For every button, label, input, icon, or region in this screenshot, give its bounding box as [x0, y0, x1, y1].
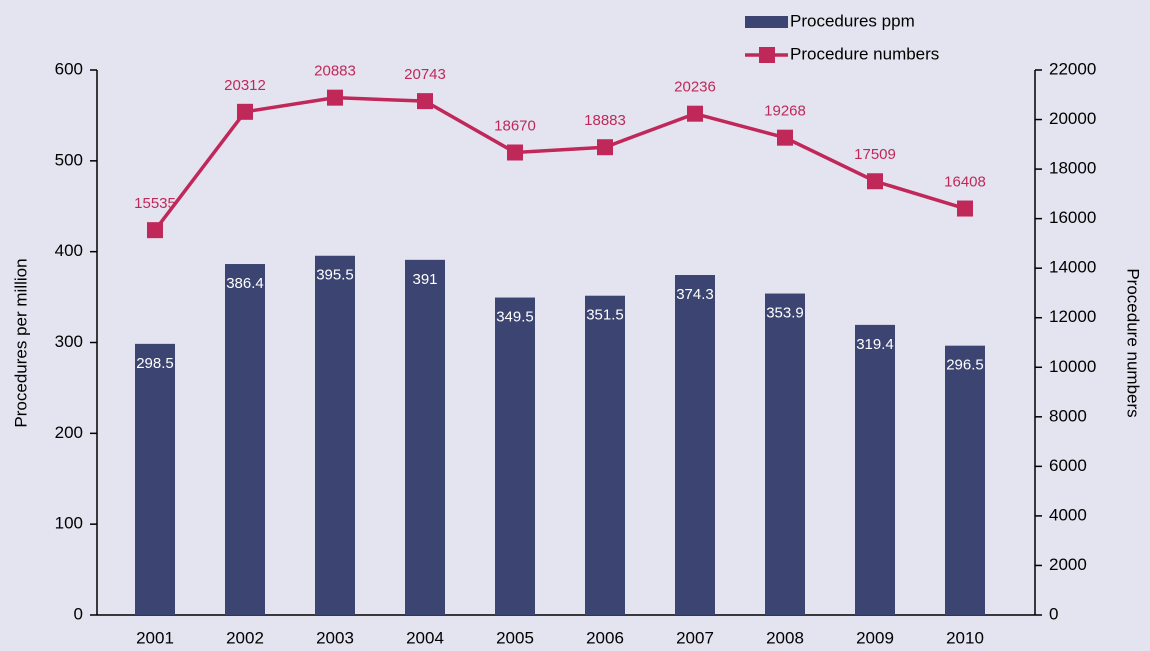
legend-label: Procedures ppm [790, 11, 915, 30]
line-marker [147, 222, 163, 239]
line-value-label: 20743 [404, 66, 446, 83]
line-value-label: 15535 [134, 195, 176, 212]
y-axis-label: Procedures per million [11, 258, 30, 427]
x-tick-label: 2007 [676, 628, 714, 647]
y-tick-label: 400 [55, 241, 83, 260]
bar-value-label: 374.3 [676, 286, 714, 303]
line-value-label: 16408 [944, 173, 986, 190]
x-tick-label: 2008 [766, 628, 804, 647]
y-tick-label: 200 [55, 423, 83, 442]
legend-label: Procedure numbers [790, 44, 939, 63]
x-tick-label: 2004 [406, 628, 444, 647]
x-tick-label: 2003 [316, 628, 354, 647]
bar [225, 264, 265, 615]
x-tick-label: 2009 [856, 628, 894, 647]
line-marker [237, 103, 253, 120]
bar [405, 259, 445, 615]
x-tick-label: 2002 [226, 628, 264, 647]
bar [855, 324, 895, 615]
y2-tick-label: 6000 [1049, 456, 1087, 475]
y2-tick-label: 18000 [1049, 159, 1096, 178]
y2-tick-label: 22000 [1049, 59, 1096, 78]
y2-tick-label: 4000 [1049, 505, 1087, 524]
line-value-label: 20883 [314, 63, 356, 80]
bar-value-label: 349.5 [496, 309, 534, 326]
bar-value-label: 386.4 [226, 275, 264, 292]
line-value-label: 18670 [494, 117, 536, 134]
legend-swatch [745, 16, 788, 28]
bar-value-label: 296.5 [946, 357, 984, 374]
bar [315, 255, 355, 616]
line-marker [597, 139, 613, 156]
line-marker [507, 144, 523, 161]
line-value-label: 17509 [854, 146, 896, 163]
y-tick-label: 600 [55, 59, 83, 78]
y2-tick-label: 2000 [1049, 555, 1087, 574]
line-value-label: 20312 [224, 77, 266, 94]
line-marker [957, 200, 973, 217]
y2-tick-label: 8000 [1049, 406, 1087, 425]
y2-tick-label: 10000 [1049, 357, 1096, 376]
line-marker [417, 93, 433, 110]
y-tick-label: 300 [55, 332, 83, 351]
legend-marker [759, 47, 775, 63]
line-value-label: 20236 [674, 79, 716, 96]
bar [495, 297, 535, 615]
bar-value-label: 351.5 [586, 307, 624, 324]
y-tick-label: 100 [55, 514, 83, 533]
y2-tick-label: 14000 [1049, 258, 1096, 277]
line [153, 95, 966, 232]
bar [585, 295, 625, 615]
bar [135, 343, 175, 615]
x-tick-label: 2001 [136, 628, 174, 647]
line-marker [687, 105, 703, 122]
y2-tick-label: 20000 [1049, 109, 1096, 128]
bar [945, 345, 985, 615]
y2-axis-label: Procedure numbers [1124, 268, 1143, 417]
line-marker [867, 173, 883, 190]
x-tick-label: 2010 [946, 628, 984, 647]
bar-value-label: 391 [412, 271, 437, 288]
x-tick-label: 2006 [586, 628, 624, 647]
y-tick-label: 500 [55, 150, 83, 169]
bar-value-label: 319.4 [856, 336, 894, 353]
y2-tick-label: 12000 [1049, 307, 1096, 326]
y2-tick-label: 16000 [1049, 208, 1096, 227]
bar [675, 275, 715, 615]
line-marker [777, 129, 793, 146]
line-value-label: 18883 [584, 112, 626, 129]
line-marker [327, 89, 343, 106]
bar-value-label: 395.5 [316, 267, 354, 284]
bar [765, 293, 805, 615]
y2-tick-label: 0 [1049, 604, 1058, 623]
x-tick-label: 2005 [496, 628, 534, 647]
bar-value-label: 298.5 [136, 355, 174, 372]
line-value-label: 19268 [764, 103, 806, 120]
y-tick-label: 0 [74, 604, 83, 623]
bar-value-label: 353.9 [766, 305, 804, 322]
